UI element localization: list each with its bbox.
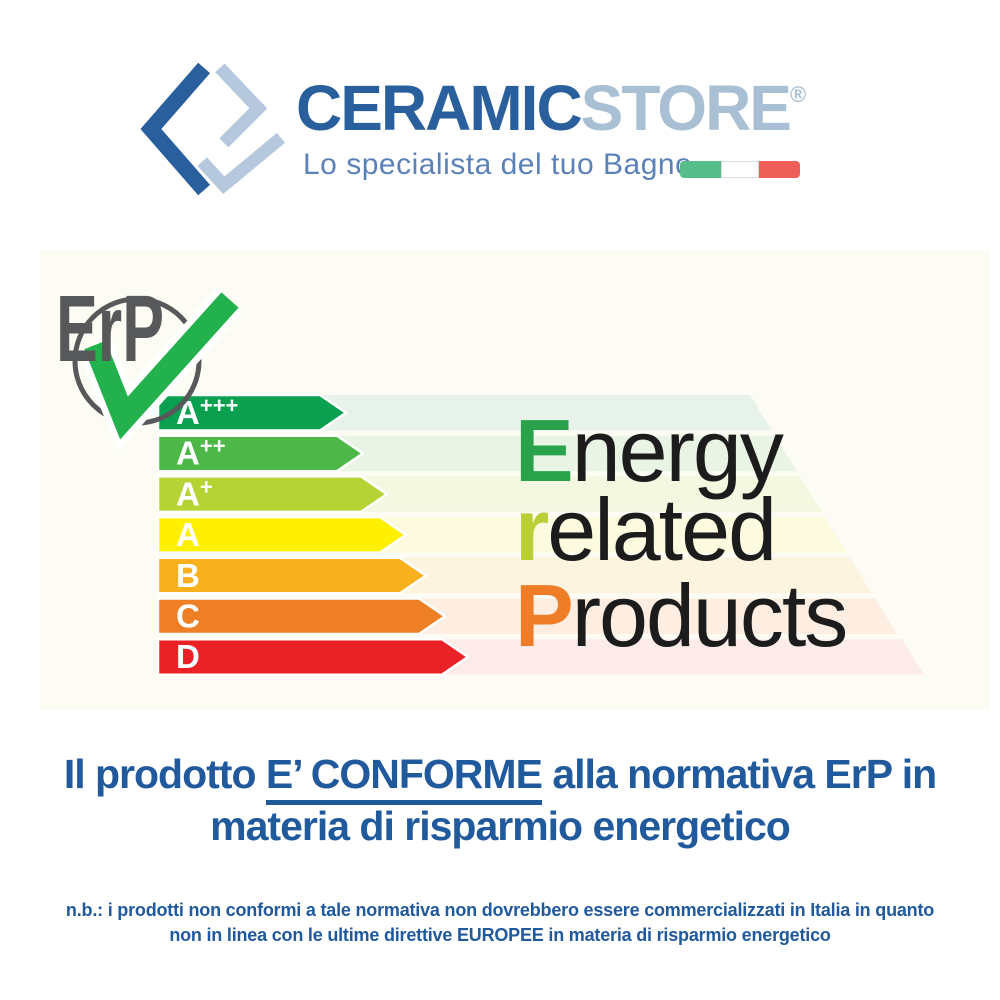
logo-s-bottom-icon	[197, 132, 286, 195]
note-line2-europee: EUROPEE	[456, 925, 544, 945]
compliance-note: n.b.: i prodotti non conformi a tale nor…	[0, 898, 1000, 948]
headline-line1: Il prodotto E’ CONFORME alla normativa E…	[0, 748, 1000, 805]
note-line2-post: in materia di risparmio energetico	[543, 925, 831, 945]
registered-trademark-icon: ®	[789, 82, 807, 107]
erp-wordmark: Energy related Products	[515, 401, 848, 665]
headline-conforme: E’ CONFORME	[265, 751, 543, 805]
erp-check-icon	[84, 292, 239, 440]
energy-bar	[156, 393, 349, 432]
ceramicstore-logo-icon	[140, 62, 286, 196]
energy-bar	[156, 515, 409, 554]
flag-red-segment	[759, 161, 800, 178]
energy-bar-label: A++	[176, 434, 226, 472]
flag-green-segment	[680, 161, 721, 178]
energy-bar-label: D	[176, 638, 200, 675]
energy-bar-label: A	[176, 516, 200, 553]
wordmark-line-energy: Energy	[515, 401, 784, 500]
brand-secondary: STORE	[580, 72, 792, 144]
headline-pre: Il prodotto	[63, 751, 266, 797]
brand-tagline: Lo specialista del tuo Bagno	[303, 148, 693, 181]
headline: Il prodotto E’ CONFORME alla normativa E…	[0, 748, 1000, 852]
wordmark-line-products: Products	[515, 566, 846, 665]
energy-bar	[156, 434, 366, 473]
logo-c-chevron-icon	[140, 62, 211, 196]
erp-badge-label: ErP	[56, 276, 164, 382]
brand-primary: CERAMIC	[296, 72, 583, 144]
energy-bar-label: B	[176, 557, 200, 594]
wordmark-line-related: related	[515, 480, 775, 579]
energy-bar-label: C	[176, 598, 200, 635]
erp-badge: ErP	[56, 276, 244, 452]
energy-bar	[156, 475, 390, 514]
headline-post: alla normativa ErP in	[541, 751, 937, 797]
headline-line2: materia di risparmio energetico	[210, 803, 791, 849]
energy-bar	[156, 556, 429, 595]
brand-wordmark: CERAMICSTORE®	[296, 76, 806, 140]
energy-bar-label: A+	[176, 474, 213, 512]
energy-bar	[156, 637, 471, 676]
note-line1: n.b.: i prodotti non conformi a tale nor…	[65, 900, 935, 920]
italy-flag-icon	[680, 161, 800, 178]
flag-white-segment	[720, 161, 760, 178]
energy-bar	[156, 597, 448, 636]
note-line2-pre: non in linea con le ultime direttive	[169, 925, 457, 945]
note-line2: non in linea con le ultime direttive EUR…	[0, 923, 1000, 948]
logo-s-top-icon	[215, 63, 268, 148]
